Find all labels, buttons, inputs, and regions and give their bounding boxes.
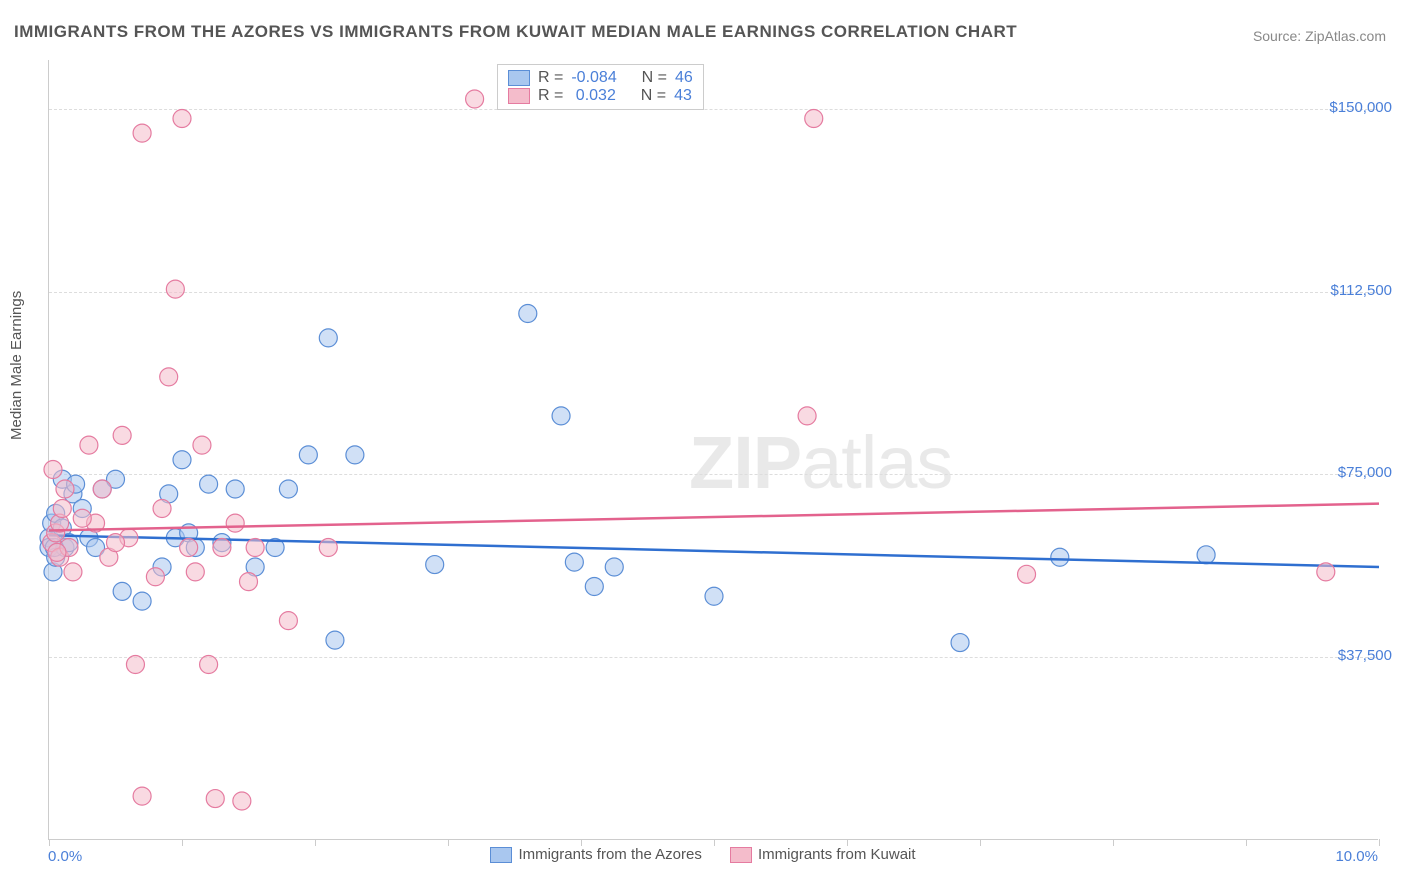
data-point-kuwait <box>80 436 98 454</box>
data-point-azores <box>1197 546 1215 564</box>
data-point-azores <box>113 582 131 600</box>
x-tick <box>315 839 316 846</box>
data-point-kuwait <box>200 656 218 674</box>
data-point-azores <box>279 480 297 498</box>
chart-plot-area: ZIPatlas R = -0.084 N = 46 R = 0.032 N =… <box>48 60 1378 840</box>
data-point-azores <box>605 558 623 576</box>
data-point-kuwait <box>466 90 484 108</box>
data-point-kuwait <box>166 280 184 298</box>
legend-label-azores: Immigrants from the Azores <box>518 846 701 863</box>
r-value-azores: -0.084 <box>571 69 616 87</box>
r-label: R = <box>538 87 563 105</box>
data-point-kuwait <box>126 656 144 674</box>
data-point-azores <box>585 578 603 596</box>
n-value-kuwait: 43 <box>674 87 692 105</box>
data-point-kuwait <box>206 790 224 808</box>
swatch-kuwait-bottom <box>730 847 752 863</box>
data-point-kuwait <box>186 563 204 581</box>
data-point-azores <box>319 329 337 347</box>
data-point-kuwait <box>173 110 191 128</box>
data-point-kuwait <box>226 514 244 532</box>
data-point-azores <box>346 446 364 464</box>
data-point-azores <box>200 475 218 493</box>
data-point-azores <box>552 407 570 425</box>
y-tick-label: $75,000 <box>1338 464 1392 481</box>
data-point-azores <box>1051 548 1069 566</box>
data-point-azores <box>133 592 151 610</box>
data-point-kuwait <box>319 539 337 557</box>
x-tick <box>182 839 183 846</box>
y-tick-label: $37,500 <box>1338 647 1392 664</box>
data-point-kuwait <box>133 124 151 142</box>
data-point-kuwait <box>44 461 62 479</box>
x-tick <box>847 839 848 846</box>
x-tick <box>1246 839 1247 846</box>
data-point-kuwait <box>133 787 151 805</box>
swatch-azores-bottom <box>490 847 512 863</box>
data-point-azores <box>705 587 723 605</box>
data-point-azores <box>426 556 444 574</box>
data-point-kuwait <box>73 509 91 527</box>
data-point-azores <box>173 451 191 469</box>
source-prefix: Source: <box>1253 28 1305 44</box>
x-tick <box>1113 839 1114 846</box>
data-point-kuwait <box>153 500 171 518</box>
data-point-kuwait <box>146 568 164 586</box>
r-value-kuwait: 0.032 <box>571 87 616 105</box>
legend-row-azores: R = -0.084 N = 46 <box>508 69 693 87</box>
data-point-kuwait <box>240 573 258 591</box>
legend-item-azores: Immigrants from the Azores <box>490 846 701 863</box>
data-point-kuwait <box>53 500 71 518</box>
n-value-azores: 46 <box>675 69 693 87</box>
data-point-kuwait <box>193 436 211 454</box>
trend-line-kuwait <box>49 504 1379 531</box>
x-tick <box>581 839 582 846</box>
y-axis-label: Median Male Earnings <box>8 291 25 440</box>
swatch-kuwait <box>508 88 530 104</box>
data-point-kuwait <box>93 480 111 498</box>
legend-label-kuwait: Immigrants from Kuwait <box>758 846 916 863</box>
data-point-kuwait <box>64 563 82 581</box>
source-label: Source: ZipAtlas.com <box>1253 28 1386 44</box>
data-point-kuwait <box>180 539 198 557</box>
data-point-azores <box>565 553 583 571</box>
data-point-kuwait <box>246 539 264 557</box>
data-point-kuwait <box>107 534 125 552</box>
n-label: N = <box>642 69 667 87</box>
legend-series: Immigrants from the Azores Immigrants fr… <box>0 846 1406 867</box>
x-tick <box>448 839 449 846</box>
x-tick <box>980 839 981 846</box>
data-point-kuwait <box>160 368 178 386</box>
n-label: N = <box>641 87 666 105</box>
data-point-kuwait <box>798 407 816 425</box>
chart-title: IMMIGRANTS FROM THE AZORES VS IMMIGRANTS… <box>14 22 1017 42</box>
legend-row-kuwait: R = 0.032 N = 43 <box>508 87 693 105</box>
y-tick-label: $150,000 <box>1329 99 1392 116</box>
data-point-kuwait <box>56 480 74 498</box>
legend-item-kuwait: Immigrants from Kuwait <box>730 846 916 863</box>
data-point-kuwait <box>1317 563 1335 581</box>
data-point-azores <box>951 634 969 652</box>
data-point-kuwait <box>805 110 823 128</box>
data-point-azores <box>299 446 317 464</box>
data-point-kuwait <box>1018 565 1036 583</box>
data-point-azores <box>519 305 537 323</box>
y-tick-label: $112,500 <box>1331 282 1392 299</box>
data-point-azores <box>326 631 344 649</box>
x-tick <box>49 839 50 846</box>
swatch-azores <box>508 70 530 86</box>
x-tick <box>1379 839 1380 846</box>
data-point-kuwait <box>213 539 231 557</box>
data-point-kuwait <box>233 792 251 810</box>
data-point-kuwait <box>113 426 131 444</box>
x-tick <box>714 839 715 846</box>
source-name: ZipAtlas.com <box>1305 28 1386 44</box>
data-point-azores <box>226 480 244 498</box>
r-label: R = <box>538 69 563 87</box>
legend-correlation-box: R = -0.084 N = 46 R = 0.032 N = 43 <box>497 64 704 110</box>
chart-svg <box>49 60 1378 839</box>
data-point-kuwait <box>48 543 66 561</box>
data-point-kuwait <box>279 612 297 630</box>
